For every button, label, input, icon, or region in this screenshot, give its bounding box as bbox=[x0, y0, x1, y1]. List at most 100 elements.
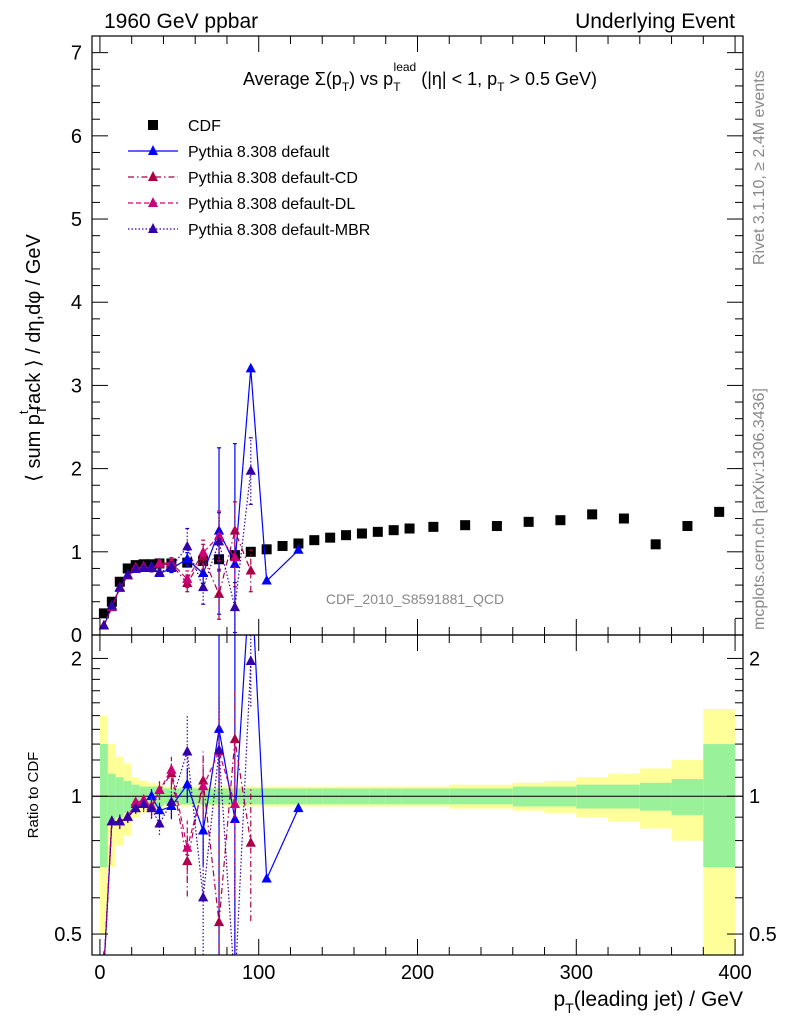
legend-label: Pythia 8.308 default bbox=[188, 144, 330, 161]
data-point bbox=[404, 523, 415, 534]
series-3-ratio-marker bbox=[154, 784, 165, 794]
series-4-marker bbox=[213, 535, 225, 546]
x-tick-label: 400 bbox=[718, 962, 751, 984]
legend-label: Pythia 8.308 default-CD bbox=[188, 170, 358, 187]
series-4-ratio-marker bbox=[166, 796, 177, 806]
series-4-ratio-marker bbox=[213, 744, 225, 754]
series-4-ratio-marker bbox=[138, 798, 149, 808]
ratio-tick-label: 0.5 bbox=[54, 924, 82, 946]
ratio-tick-label: 2 bbox=[71, 648, 82, 670]
series-4-marker bbox=[166, 560, 177, 571]
series-4-marker bbox=[98, 619, 110, 630]
legend-label: CDF bbox=[188, 118, 221, 135]
data-point bbox=[650, 539, 661, 550]
series-4-ratio-marker bbox=[114, 815, 125, 826]
series-3-ratio-marker bbox=[182, 842, 193, 852]
series-2-ratio-marker bbox=[198, 774, 209, 785]
series-4-ratio-marker bbox=[130, 802, 141, 813]
series-4-marker bbox=[138, 562, 149, 573]
axes-layer: 0 1 2 3 4 5 6 7 0 100 200 300 400 0.5 0.5 1 1 2 2 bbox=[54, 35, 777, 984]
legend-marker-triangle bbox=[148, 171, 158, 181]
legend-marker-triangle bbox=[148, 223, 158, 233]
band-inner bbox=[107, 773, 116, 822]
ratio-y-axis-label: Ratio to CDF bbox=[25, 752, 42, 839]
data-point bbox=[309, 535, 320, 546]
legend-label: Pythia 8.308 default-DL bbox=[188, 196, 355, 213]
ratio-tick-label-right: 0.5 bbox=[749, 924, 777, 946]
legend-marker-triangle bbox=[148, 197, 158, 207]
data-point bbox=[261, 544, 272, 555]
series-4-ratio-marker bbox=[154, 817, 165, 828]
series-4-ratio-marker bbox=[245, 655, 256, 666]
series-1-ratio-marker bbox=[293, 802, 304, 813]
series-1-marker bbox=[229, 558, 241, 568]
series-1-ratio-line bbox=[104, 635, 299, 955]
series-4-ratio-marker bbox=[106, 815, 117, 826]
band-inner bbox=[703, 744, 736, 868]
data-point bbox=[388, 525, 399, 536]
series-4-ratio-marker bbox=[182, 745, 193, 756]
y-tick-label: 4 bbox=[71, 292, 82, 314]
data-point bbox=[277, 540, 288, 551]
series-4-marker bbox=[122, 569, 133, 579]
series-4-marker bbox=[198, 581, 209, 592]
series-4-marker bbox=[229, 601, 241, 612]
x-tick-label: 100 bbox=[242, 962, 275, 984]
source-label: mcplots.cern.ch [arXiv:1306.3436] bbox=[751, 388, 768, 630]
rivet-version-label: Rivet 3.1.10, ≥ 2.4M events bbox=[751, 70, 768, 265]
data-point bbox=[555, 515, 566, 526]
data-point bbox=[491, 521, 502, 532]
legend-marker-square bbox=[148, 120, 158, 130]
data-point bbox=[428, 521, 439, 532]
series-3-ratio-marker bbox=[229, 798, 241, 808]
uncertainty-bands bbox=[92, 709, 743, 955]
legend: CDF Pythia 8.308 default Pythia 8.308 defa… bbox=[128, 118, 370, 239]
series-4-marker bbox=[245, 465, 256, 475]
data-point bbox=[293, 538, 304, 549]
data-point bbox=[372, 526, 383, 537]
data-point bbox=[682, 521, 693, 532]
band-inner bbox=[123, 780, 132, 813]
ratio-tick-label-right: 2 bbox=[749, 648, 760, 670]
data-point bbox=[618, 513, 629, 524]
series-3-marker bbox=[198, 546, 209, 557]
series-4-ratio-marker bbox=[230, 983, 240, 993]
data-point bbox=[245, 546, 256, 557]
series-2-ratio-line bbox=[104, 739, 252, 955]
series-4-marker bbox=[182, 540, 193, 551]
data-point bbox=[587, 509, 598, 520]
series-4-ratio-marker bbox=[122, 811, 133, 821]
band-inner bbox=[99, 744, 108, 868]
series-1-marker bbox=[293, 544, 304, 554]
y-axis-label: ⟨ sum pTtrack ⟩ / dη,dφ / GeV bbox=[16, 233, 49, 481]
ratio-tick-label-right: 1 bbox=[749, 786, 760, 808]
band-inner bbox=[671, 779, 704, 815]
watermark: CDF_2010_S8591881_QCD bbox=[326, 591, 504, 607]
series-4-ratio-marker bbox=[198, 891, 209, 902]
series-3-marker bbox=[229, 551, 241, 562]
series-1-marker bbox=[245, 362, 256, 373]
series-3-ratio-marker bbox=[198, 780, 209, 791]
series-4-marker bbox=[106, 599, 117, 610]
x-tick-label: 300 bbox=[560, 962, 593, 984]
ratio-tick-label: 1 bbox=[71, 786, 82, 808]
legend-marker-triangle bbox=[148, 145, 158, 155]
series-2-ratio-marker bbox=[229, 733, 241, 744]
series-4-marker bbox=[130, 563, 141, 573]
series-1-ratio-marker bbox=[198, 824, 209, 835]
series-1-ratio-marker bbox=[146, 790, 157, 800]
y-tick-label: 7 bbox=[71, 43, 82, 65]
series-4-marker bbox=[146, 562, 157, 573]
data-point bbox=[460, 520, 471, 531]
y-tick-label: 2 bbox=[71, 459, 82, 481]
series-2-ratio-marker bbox=[213, 916, 225, 927]
series-3-ratio-marker bbox=[130, 796, 141, 806]
series-3-marker bbox=[154, 557, 165, 568]
main-panel-series bbox=[98, 362, 725, 635]
data-point bbox=[98, 608, 109, 619]
y-tick-label: 1 bbox=[71, 542, 82, 564]
series-3-marker bbox=[182, 573, 193, 583]
y-tick-label: 6 bbox=[71, 126, 82, 148]
series-1-marker bbox=[213, 525, 225, 535]
